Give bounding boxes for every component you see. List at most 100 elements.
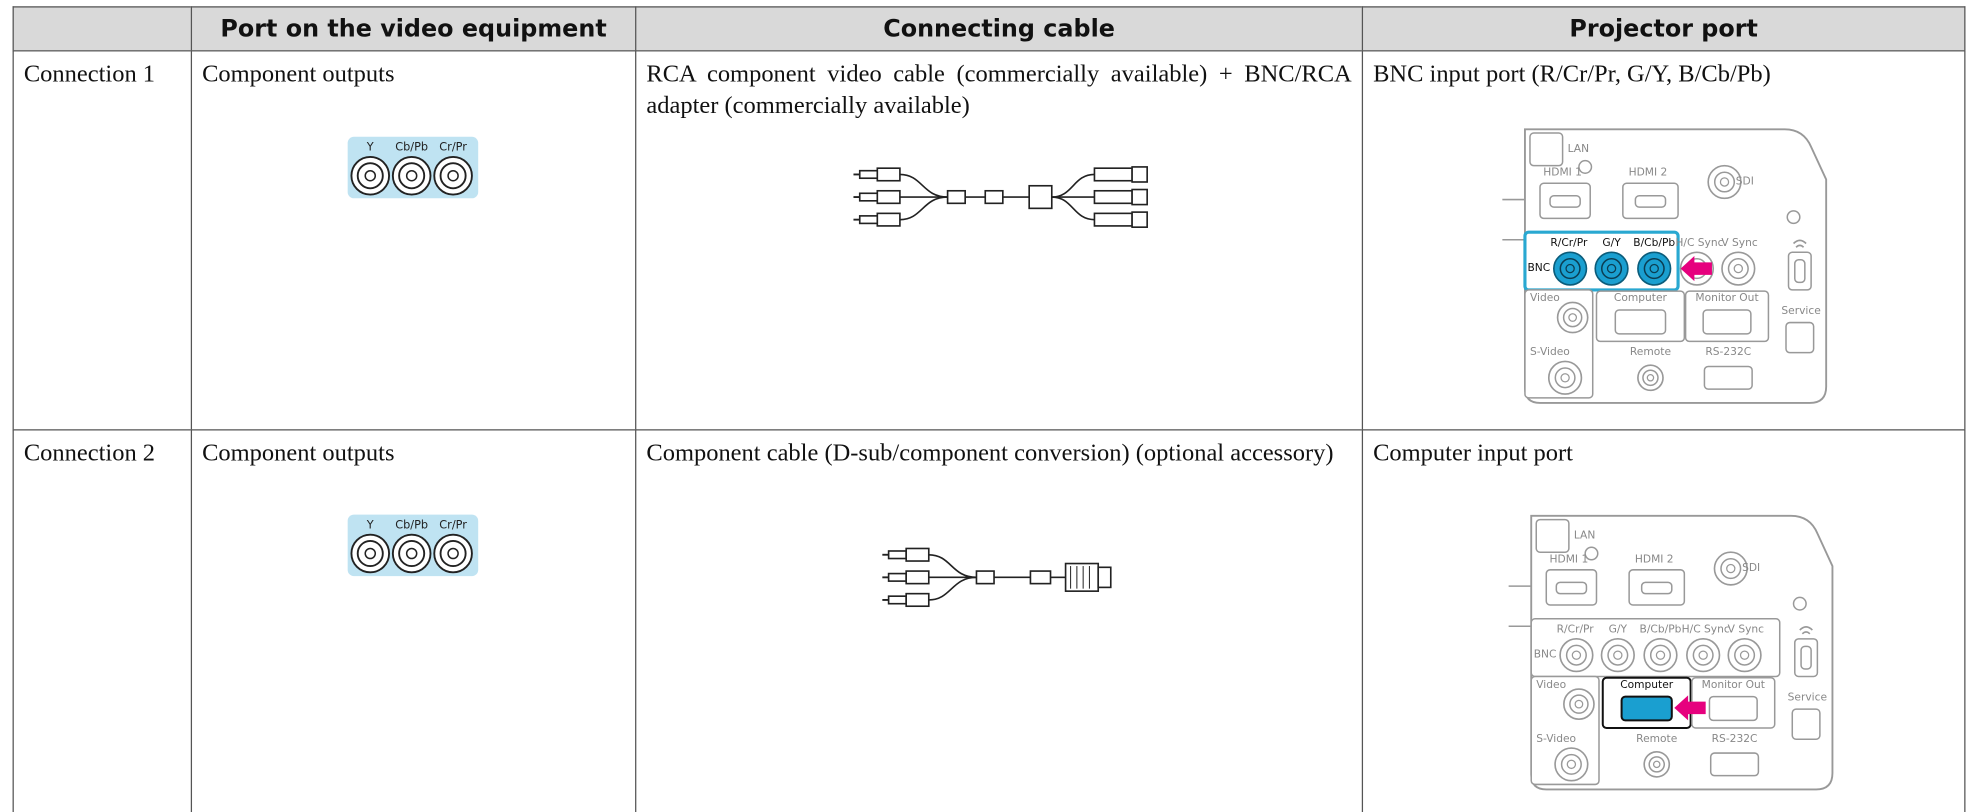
jack (1721, 251, 1756, 286)
panel-label: BNC (1527, 261, 1550, 274)
jack (1594, 251, 1629, 286)
wire (1051, 196, 1095, 221)
port-ring (439, 540, 467, 567)
jack (1648, 756, 1666, 773)
plug (905, 547, 930, 562)
ferrite (946, 189, 966, 205)
jack (1713, 551, 1748, 586)
wire (899, 173, 948, 198)
panel-label: Computer (1620, 678, 1674, 691)
wire (928, 553, 977, 579)
port-pin (447, 547, 459, 560)
jack (1601, 258, 1623, 280)
port-ring (356, 540, 384, 567)
arrow (1674, 695, 1706, 721)
panel-label: LAN (1568, 142, 1589, 155)
jack-pin (1719, 177, 1730, 187)
panel-label: RS-232C (1712, 732, 1758, 745)
jack (1562, 307, 1583, 328)
cable-illustration (882, 547, 1112, 608)
jack-pin (1560, 373, 1570, 383)
jack-pin (1571, 650, 1582, 660)
port-pin (364, 169, 377, 182)
jack-pin (1566, 759, 1577, 770)
lan-port (1529, 132, 1564, 167)
panel-label: Computer (1614, 291, 1668, 304)
port-ring (439, 162, 467, 190)
wifi-icon (1792, 239, 1807, 248)
port-label: Cb/Pb (395, 518, 428, 531)
jack (1556, 301, 1589, 334)
jack (1600, 638, 1635, 673)
jack-pin (1574, 699, 1584, 709)
jack (1547, 360, 1583, 395)
port-label: Cb/Pb (395, 141, 428, 154)
hdmi-socket (1549, 195, 1581, 208)
port-label: Y (366, 518, 374, 531)
panel-label: SDI (1742, 561, 1760, 574)
panel-label: Video (1530, 291, 1560, 304)
jack (1642, 369, 1659, 387)
jack-pin (1606, 263, 1617, 274)
jack (1559, 258, 1581, 280)
panel-label: Remote (1636, 732, 1677, 745)
port-label: Y (366, 141, 374, 154)
jack (1649, 644, 1672, 666)
component-port-icon: Y Cb/Pb Cr/Pr (347, 514, 479, 577)
usb-socket (1794, 259, 1806, 284)
jack (1637, 251, 1672, 286)
usb-socket (1800, 645, 1812, 670)
wire (899, 196, 948, 221)
panel-label: Service (1788, 690, 1827, 703)
jack-pin (1698, 650, 1708, 660)
indicator (1584, 546, 1599, 561)
plug (876, 212, 901, 227)
computer-port (1620, 695, 1673, 722)
panel-label: H/C Sync (1675, 236, 1723, 249)
header-cell: Projector port (1361, 6, 1966, 51)
hdmi-socket (1634, 195, 1667, 208)
port-pin (405, 169, 418, 182)
bnc-plug (1131, 188, 1148, 206)
jack-pin (1655, 650, 1666, 660)
port-ring (398, 540, 426, 567)
jack (1560, 753, 1582, 775)
panel-label: Video (1536, 678, 1566, 691)
panel-label: B/Cb/Pb (1640, 623, 1682, 636)
panel-label: HDMI 2 (1635, 552, 1674, 565)
plug (905, 570, 930, 585)
rs232c-port (1703, 365, 1753, 390)
indicator (1578, 159, 1593, 174)
bnc-plug (1131, 211, 1148, 228)
jack (1552, 251, 1588, 286)
component-port-icon: Y Cb/Pb Cr/Pr (347, 136, 479, 199)
port-ring (398, 162, 426, 190)
computer-port (1614, 309, 1667, 335)
panel-label: Monitor Out (1702, 678, 1765, 691)
plug (858, 192, 879, 202)
cable-cell: RCA component video cable (commercially … (635, 50, 1362, 430)
panel-label: G/Y (1609, 623, 1628, 636)
port-label: Cr/Pr (439, 518, 467, 531)
jack (1563, 688, 1595, 720)
cable-illustration (853, 166, 1148, 228)
jack (1559, 638, 1594, 673)
monitor-port (1708, 695, 1758, 722)
jack-pin (1726, 563, 1736, 574)
plug (887, 572, 907, 582)
service-port (1785, 321, 1815, 354)
ferrite (1029, 570, 1052, 585)
jack (1686, 638, 1721, 673)
ferrite (984, 189, 1004, 205)
jack-pin (1649, 263, 1659, 274)
wifi-icon (1799, 626, 1813, 635)
jack (1734, 644, 1756, 666)
hdmi-socket (1640, 581, 1673, 595)
panel-label: G/Y (1602, 236, 1621, 249)
lan-port (1535, 518, 1570, 553)
jack (1554, 367, 1576, 389)
jack (1565, 644, 1587, 666)
equipment-cell: Component outputs (190, 429, 636, 812)
